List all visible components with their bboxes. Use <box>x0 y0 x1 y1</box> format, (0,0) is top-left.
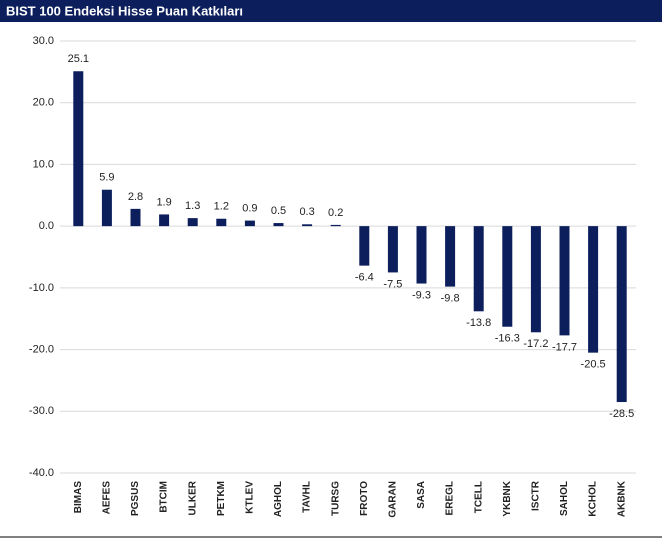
value-label: 1.9 <box>156 196 171 208</box>
chart-title: BIST 100 Endeksi Hisse Puan Katkıları <box>6 3 243 18</box>
y-tick-label: 30.0 <box>33 35 54 47</box>
value-label: -17.7 <box>552 341 577 353</box>
bar <box>559 226 570 336</box>
x-tick-label: TCELL <box>473 481 484 513</box>
y-tick-label: 0.0 <box>39 220 54 232</box>
bar <box>502 226 513 327</box>
value-label: -16.3 <box>495 333 520 345</box>
bar <box>130 208 141 227</box>
value-label: 0.2 <box>328 207 343 219</box>
value-label: -7.5 <box>383 278 402 290</box>
bar <box>359 226 370 266</box>
x-tick-label: ULKER <box>187 480 198 515</box>
value-label: -9.8 <box>441 293 460 305</box>
y-tick-label: 10.0 <box>33 158 54 170</box>
x-tick-label: FROTO <box>359 481 370 516</box>
x-tick-label: KTLEV <box>245 481 256 514</box>
bar <box>416 226 427 284</box>
bar <box>159 214 170 227</box>
value-label: 1.2 <box>214 201 229 213</box>
x-tick-label: AGHOL <box>273 481 284 517</box>
y-tick-label: -30.0 <box>29 405 54 417</box>
x-tick-label: TURSG <box>330 481 341 516</box>
y-tick-label: -40.0 <box>29 467 54 479</box>
bar <box>302 224 313 227</box>
x-tick-label: KCHOL <box>588 481 599 517</box>
bar <box>616 226 627 403</box>
value-label: -28.5 <box>609 408 634 420</box>
y-tick-label: -20.0 <box>29 343 54 355</box>
x-tick-label: SAHOL <box>559 481 570 516</box>
y-tick-label: 20.0 <box>33 97 54 109</box>
bar <box>530 226 541 333</box>
title-bar <box>0 0 662 22</box>
value-label: -13.8 <box>466 317 491 329</box>
bar <box>330 224 341 227</box>
value-label: 1.3 <box>185 200 200 212</box>
value-label: 0.3 <box>299 206 314 218</box>
value-label: 5.9 <box>99 172 114 184</box>
value-label: 2.8 <box>128 191 143 203</box>
x-tick-label: BIMAS <box>73 481 84 514</box>
value-label: 25.1 <box>68 53 89 65</box>
x-tick-label: TAVHL <box>302 481 313 513</box>
x-tick-label: BTCIM <box>159 481 170 513</box>
bar <box>273 223 284 227</box>
x-tick-label: AKBNK <box>616 480 627 517</box>
value-label: -20.5 <box>581 359 606 371</box>
y-tick-label: -10.0 <box>29 282 54 294</box>
value-label: 0.5 <box>271 205 286 217</box>
bar <box>588 226 599 353</box>
bar <box>73 71 84 227</box>
x-tick-label: PGSUS <box>130 481 141 516</box>
value-label: -9.3 <box>412 289 431 301</box>
bar <box>473 226 484 312</box>
x-tick-label: SASA <box>416 481 427 509</box>
x-tick-label: PETKM <box>216 481 227 516</box>
value-label: 0.9 <box>242 202 257 214</box>
bar <box>244 220 255 227</box>
x-tick-label: ISCTR <box>531 480 542 511</box>
x-tick-label: GARAN <box>388 481 399 518</box>
bar <box>445 226 456 287</box>
bar <box>387 226 398 273</box>
bar <box>216 218 227 227</box>
value-label: -17.2 <box>523 338 548 350</box>
x-tick-label: AEFES <box>102 481 113 515</box>
x-tick-label: YKBNK <box>502 480 513 516</box>
value-label: -6.4 <box>355 272 374 284</box>
bar <box>187 218 198 227</box>
bar <box>101 189 112 227</box>
x-tick-label: EREGL <box>445 481 456 515</box>
